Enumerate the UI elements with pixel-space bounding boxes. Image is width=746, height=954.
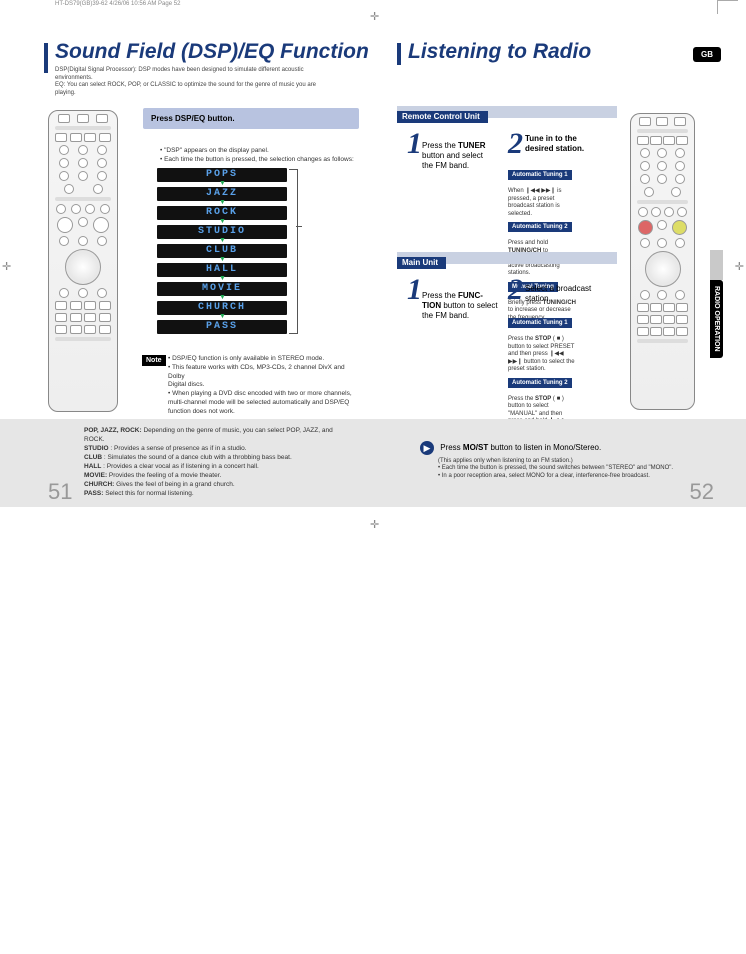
mo-bold: MO/ST <box>463 443 488 452</box>
mo-pre: Press <box>440 443 463 452</box>
step-number-1a: 1 <box>407 127 422 161</box>
tuning-label: Automatic Tuning 1 <box>508 170 572 180</box>
bullet-2: • Each time the button is pressed, the s… <box>160 156 360 165</box>
def-row: PASS: Select this for normal listening. <box>84 490 344 499</box>
subtitle-left: DSP(Digital Signal Processor): DSP modes… <box>55 67 325 97</box>
printer-meta: HT-DS79(GB)39-62 4/26/06 10:56 AM Page 5… <box>55 1 180 7</box>
crop-mark-bottom: ✛ <box>370 518 379 531</box>
remote-illustration-right <box>630 113 695 410</box>
instr-text-btn: DSP/EQ <box>175 114 205 123</box>
note-text: • DSP/EQ function is only available in S… <box>168 355 353 416</box>
lcd-bracket-tip <box>296 226 302 227</box>
tuning-label: Automatic Tuning 2 <box>508 222 572 232</box>
title-left: Sound Field (DSP)/EQ Function <box>55 40 369 64</box>
step1a-pre: Press the <box>422 141 458 150</box>
heading-bar-left <box>44 43 48 73</box>
play-icon: ▶ <box>420 441 434 455</box>
side-tab: RADIO OPERATION <box>710 280 723 358</box>
instr-text-pre: Press <box>151 114 175 123</box>
step-number-1b: 1 <box>407 273 422 307</box>
tuning-row: Automatic Tuning 2Press and hold TUNING/… <box>508 222 618 278</box>
title-right: Listening to Radio <box>408 40 591 64</box>
side-tab-grey <box>710 250 723 280</box>
step-2a: Tune in to the desired station. <box>525 134 605 154</box>
note-badge: Note <box>142 355 166 366</box>
mono-stereo-box: ▶ Press MO/ST button to listen in Mono/S… <box>420 441 601 464</box>
instr-text-post: button. <box>205 114 234 123</box>
mo-bul1: • Each time the button is pressed, the s… <box>438 464 688 472</box>
bullets-left: • "DSP" appears on the display panel. • … <box>160 147 360 165</box>
page-number-right: 52 <box>690 479 714 505</box>
step-number-2b: 2 <box>508 273 523 307</box>
lcd-bracket <box>289 169 298 334</box>
step-number-2a: 2 <box>508 127 523 161</box>
lcd-stack: POPS▼JAZZ▼ROCK▼STUDIO▼CLUB▼HALL▼MOVIE▼CH… <box>157 168 287 335</box>
remote-illustration-left <box>48 110 118 412</box>
crop-mark-top: ✛ <box>370 10 379 23</box>
mono-bullets: • Each time the button is pressed, the s… <box>438 464 688 481</box>
definitions-list: POP, JAZZ, ROCK: Depending on the genre … <box>84 427 344 499</box>
tuning-text: Press the STOP ( ■ ) button to select PR… <box>508 336 578 374</box>
tuning-text: When ❙◀◀ ▶▶❙ is pressed, a preset broadc… <box>508 188 578 218</box>
tuning-label: Automatic Tuning 1 <box>508 318 572 328</box>
crop-mark-right: ✛ <box>735 260 744 273</box>
tuning-label: Automatic Tuning 2 <box>508 378 572 388</box>
section-label-main: Main Unit <box>397 257 446 269</box>
step1b-pre: Press the <box>422 291 458 300</box>
step1a-bold: TUNER <box>458 141 486 150</box>
step1a-post: button and select the FM band. <box>422 151 483 170</box>
corner-tick-v <box>717 0 718 14</box>
section-bar-main: Main Unit <box>397 252 617 264</box>
step-2b: Select a broadcast station. <box>525 284 605 304</box>
step-1b: Press the FUNC- TION button to select th… <box>422 281 502 321</box>
heading-bar-right <box>397 43 401 65</box>
lcd-pass: PASS <box>157 320 287 334</box>
section-label-remote: Remote Control Unit <box>397 111 488 123</box>
page-number-left: 51 <box>48 479 72 505</box>
language-badge: GB <box>693 47 721 62</box>
def-row: CLUB : Simulates the sound of a dance cl… <box>84 454 344 463</box>
def-row: POP, JAZZ, ROCK: Depending on the genre … <box>84 427 344 445</box>
def-row: CHURCH: Gives the feel of being in a gra… <box>84 481 344 490</box>
tuning-row: Automatic Tuning 1 Press the STOP ( ■ ) b… <box>508 318 618 374</box>
manual-spread: HT-DS79(GB)39-62 4/26/06 10:56 AM Page 5… <box>0 0 746 954</box>
def-row: STUDIO : Provides a sense of presence as… <box>84 445 344 454</box>
def-row: HALL : Provides a clear vocal as if list… <box>84 463 344 472</box>
corner-tick-h <box>718 0 738 1</box>
section-bar-remote: Remote Control Unit <box>397 106 617 118</box>
instruction-box-left: Press DSP/EQ button. <box>143 108 359 129</box>
step-1a: Press the TUNER button and select the FM… <box>422 131 497 171</box>
crop-mark-left: ✛ <box>2 260 11 273</box>
bullet-1: • "DSP" appears on the display panel. <box>160 147 360 156</box>
def-row: MOVIE: Provides the feeling of a movie t… <box>84 472 344 481</box>
mo-post: button to listen in Mono/Stereo. <box>488 443 601 452</box>
tuning-row: Automatic Tuning 1 When ❙◀◀ ▶▶❙ is presse… <box>508 170 618 218</box>
mo-bul2: • In a poor reception area, select MONO … <box>438 472 688 480</box>
